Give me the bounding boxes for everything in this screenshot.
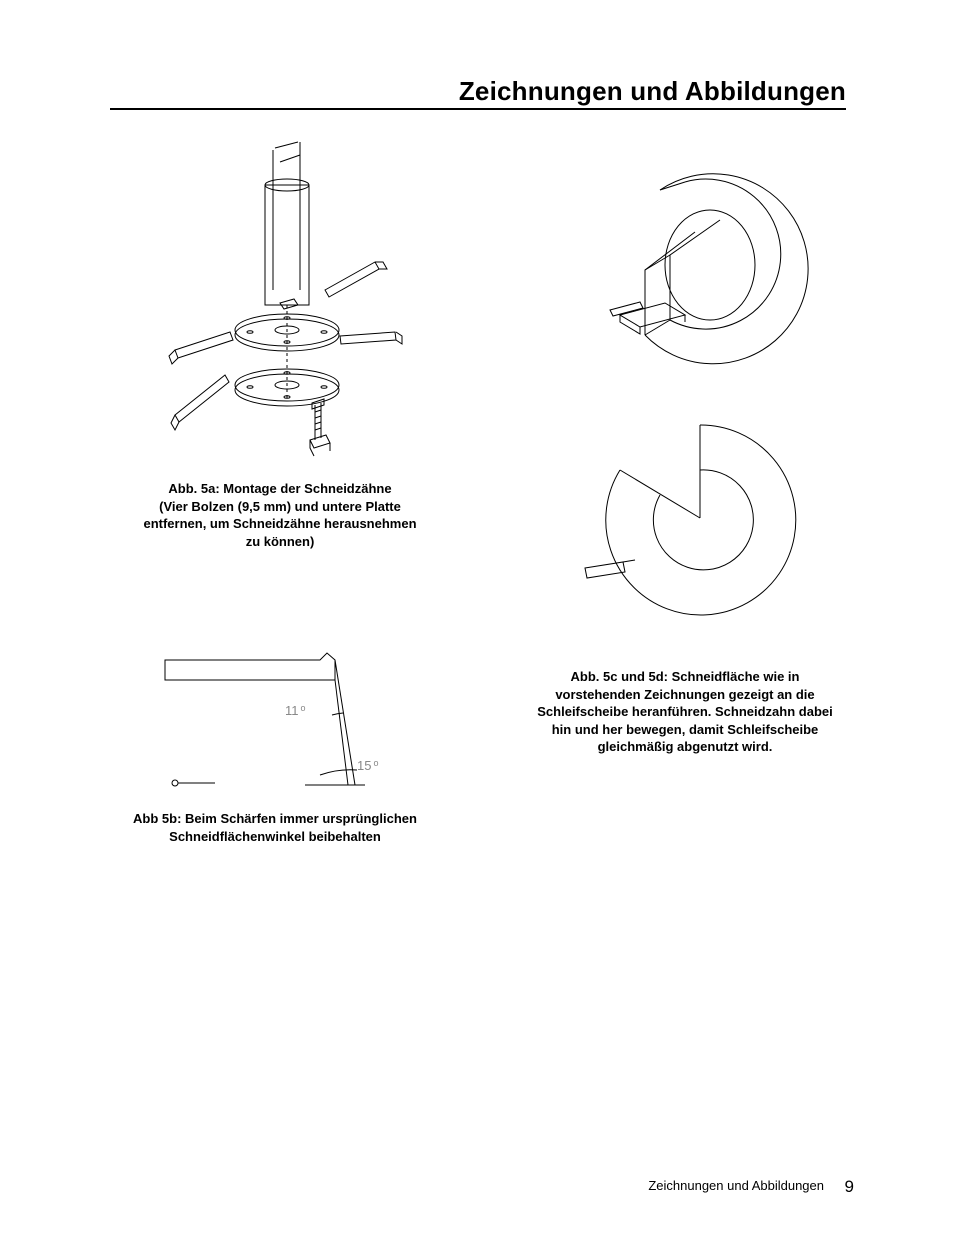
figure-5d xyxy=(575,410,810,625)
caption-5cd-line3: Schleifscheibe heranführen. Schneidzahn … xyxy=(537,704,832,719)
caption-5cd-line4: hin und her bewegen, damit Schleifscheib… xyxy=(552,722,819,737)
figure-5c xyxy=(590,160,820,380)
caption-5a-line1: Abb. 5a: Montage der Schneidzähne xyxy=(168,481,391,496)
caption-5a-line2: (Vier Bolzen (9,5 mm) und untere Platte xyxy=(159,499,401,514)
caption-5cd: Abb. 5c und 5d: Schneidfläche wie in vor… xyxy=(500,668,870,756)
caption-5cd-line5: gleichmäßig abgenutzt wird. xyxy=(598,739,773,754)
figure-5a xyxy=(140,140,440,470)
page: Zeichnungen und Abbildungen xyxy=(0,0,954,1235)
page-title: Zeichnungen und Abbildungen xyxy=(459,76,846,107)
angle-15-label: 15o xyxy=(357,758,378,773)
caption-5a-line4: zu können) xyxy=(246,534,315,549)
figure-5b: 11o 15o xyxy=(155,635,405,795)
footer-text: Zeichnungen und Abbildungen xyxy=(648,1178,824,1193)
footer-page-number: 9 xyxy=(845,1177,854,1197)
caption-5b: Abb 5b: Beim Schärfen immer ursprünglich… xyxy=(100,810,450,845)
header-rule xyxy=(110,108,846,110)
caption-5b-line2: Schneidflächenwinkel beibehalten xyxy=(169,829,381,844)
caption-5b-line1: Abb 5b: Beim Schärfen immer ursprünglich… xyxy=(133,811,417,826)
caption-5a: Abb. 5a: Montage der Schneidzähne (Vier … xyxy=(110,480,450,550)
caption-5cd-line1: Abb. 5c und 5d: Schneidfläche wie in xyxy=(571,669,800,684)
angle-11-label: 11o xyxy=(285,703,306,718)
caption-5cd-line2: vorstehenden Zeichnungen gezeigt an die xyxy=(555,687,814,702)
caption-5a-line3: entfernen, um Schneidzähne herausnehmen xyxy=(143,516,416,531)
